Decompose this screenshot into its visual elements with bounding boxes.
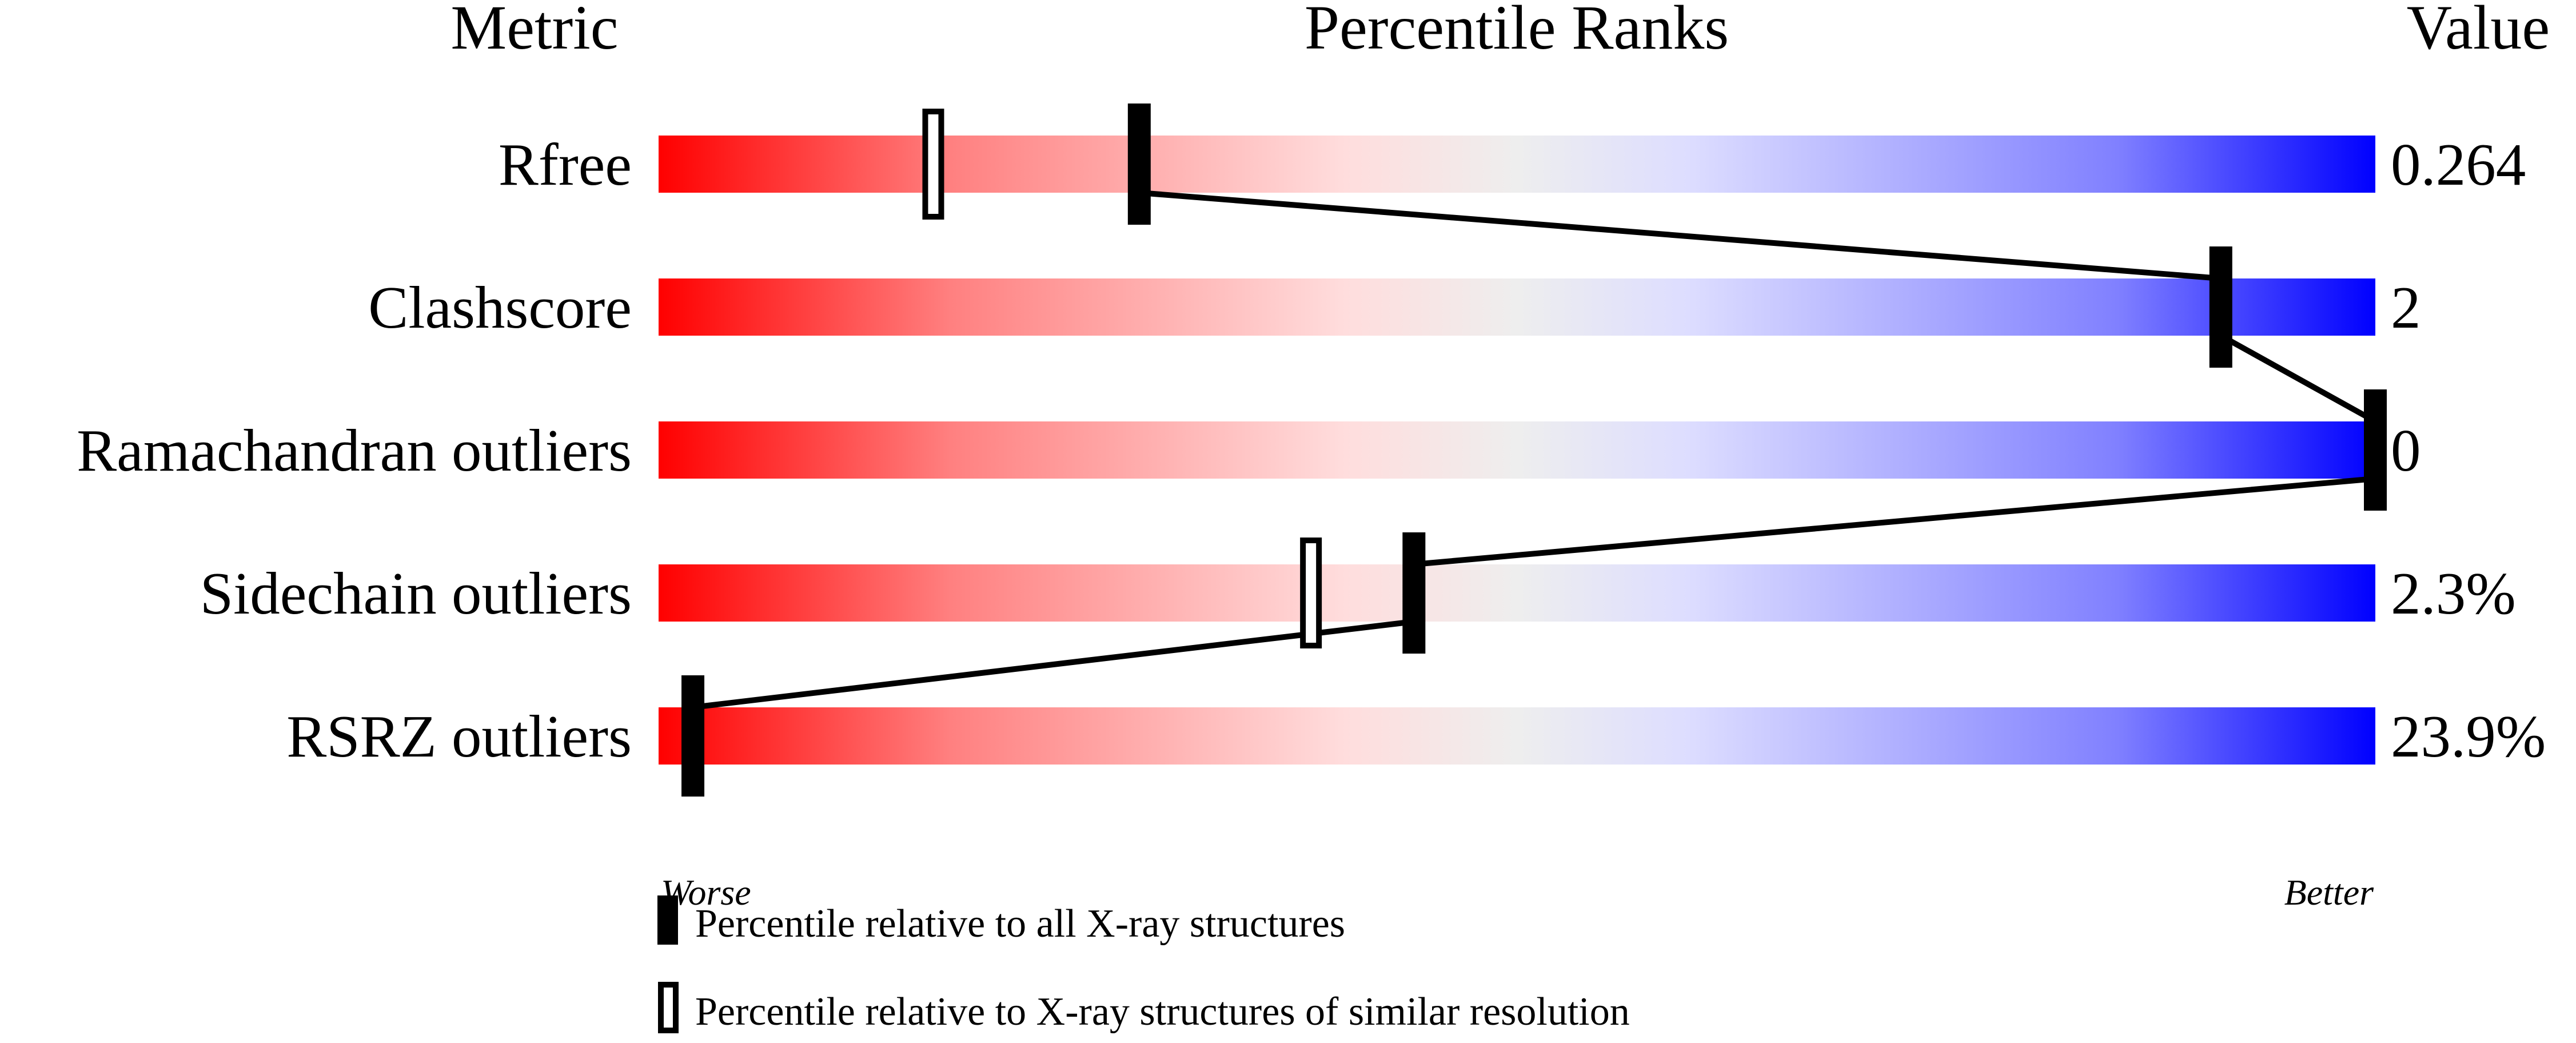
marker-all-structures <box>2364 389 2387 511</box>
metric-value: 0.264 <box>2391 131 2526 198</box>
legend-open-marker <box>658 982 679 1033</box>
metric-value: 2.3% <box>2391 560 2516 627</box>
metric-label: Rfree <box>499 131 632 198</box>
header-metric: Metric <box>450 0 618 62</box>
legend-open-label: Percentile relative to X-ray structures … <box>695 990 1630 1034</box>
marker-all-structures <box>1402 532 1426 654</box>
marker-similar-resolution <box>922 109 944 220</box>
metric-label: RSRZ outliers <box>286 703 632 770</box>
legend-filled-label: Percentile relative to all X-ray structu… <box>695 902 1345 946</box>
header-value: Value <box>2407 0 2550 62</box>
percentile-bar <box>659 136 2375 193</box>
metric-value: 2 <box>2391 274 2421 341</box>
connector-line <box>1413 476 2376 567</box>
metric-value: 23.9% <box>2391 703 2546 770</box>
marker-all-structures <box>1127 103 1151 225</box>
header-percentile-ranks: Percentile Ranks <box>1305 0 1729 62</box>
percentile-bar <box>659 564 2375 622</box>
better-label: Better <box>2284 872 2374 913</box>
connector-line <box>2219 333 2377 424</box>
marker-all-structures <box>681 675 705 797</box>
metric-label: Ramachandran outliers <box>77 417 632 484</box>
percentile-bar <box>659 707 2375 765</box>
metric-value: 0 <box>2391 417 2421 484</box>
connector-line <box>1139 190 2222 281</box>
percentile-bar <box>659 278 2375 336</box>
percentile-bar <box>659 421 2375 479</box>
metric-label: Clashscore <box>368 274 632 341</box>
legend-filled-marker <box>657 895 678 945</box>
marker-similar-resolution <box>1300 538 1322 648</box>
connector-line <box>692 619 1414 710</box>
marker-all-structures <box>2209 246 2232 368</box>
metric-label: Sidechain outliers <box>200 560 632 627</box>
